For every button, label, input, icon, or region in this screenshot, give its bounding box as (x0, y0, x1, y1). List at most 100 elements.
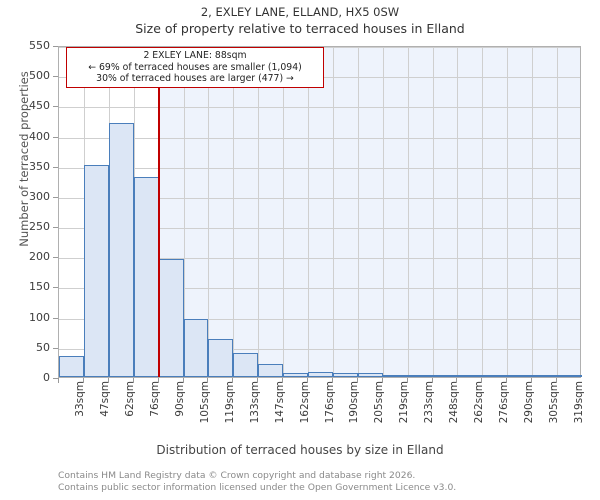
gridline-x-17 (482, 47, 484, 377)
y-tick-mark-550 (53, 46, 58, 47)
gridline-y-50 (59, 348, 580, 350)
chart-subtitle: Size of property relative to terraced ho… (135, 21, 465, 36)
x-tick-mark-276sqm (481, 378, 483, 383)
x-tick-label-76sqm: 76sqm (149, 381, 162, 417)
y-tick-label-150: 150 (29, 280, 50, 294)
bar-62sqm (108, 122, 134, 377)
gridline-x-8 (258, 47, 260, 377)
bar-76sqm (133, 176, 159, 377)
x-tick-label-276sqm: 276sqm (497, 381, 510, 424)
bar-233sqm (407, 375, 433, 377)
y-tick-mark-300 (53, 196, 58, 198)
y-tick-mark-450 (53, 106, 58, 108)
x-tick-label-233sqm: 233sqm (423, 381, 436, 424)
x-tick-mark-262sqm (456, 378, 458, 383)
x-tick-mark-248sqm (431, 378, 433, 383)
footer-line-2: Contains public sector information licen… (58, 481, 457, 493)
bar-219sqm (382, 375, 408, 377)
bar-276sqm (482, 375, 508, 377)
gridline-x-13 (382, 47, 384, 377)
x-tick-label-248sqm: 248sqm (448, 381, 461, 424)
bar-176sqm (308, 371, 333, 377)
gridline-y-350 (59, 167, 580, 169)
page-title: 2, EXLEY LANE, ELLAND, HX5 0SW (200, 5, 400, 19)
chart-title-block: 2, EXLEY LANE, ELLAND, HX5 0SW Size of p… (0, 4, 600, 38)
bar-290sqm (507, 375, 533, 377)
y-tick-label-550: 550 (29, 39, 50, 52)
x-tick-mark-76sqm (132, 378, 134, 383)
y-tick-mark-500 (53, 76, 58, 78)
bar-33sqm (59, 356, 84, 377)
gridline-y-200 (59, 258, 580, 260)
y-tick-label-450: 450 (29, 99, 50, 113)
bar-119sqm (208, 338, 234, 377)
gridline-y-450 (59, 107, 580, 109)
y-tick-mark-350 (53, 166, 58, 168)
footer-attribution: Contains HM Land Registry data © Crown c… (58, 470, 598, 493)
bar-319sqm (557, 375, 582, 377)
gridline-x-15 (432, 47, 434, 377)
y-tick-mark-200 (53, 257, 58, 259)
x-tick-label-33sqm: 33sqm (74, 381, 87, 417)
bar-90sqm (158, 258, 184, 377)
x-axis-title: Distribution of terraced houses by size … (156, 443, 444, 457)
y-tick-mark-50 (53, 347, 58, 349)
x-tick-mark-219sqm (381, 378, 383, 383)
x-tick-mark-233sqm (406, 378, 408, 383)
x-tick-mark-90sqm (157, 378, 159, 383)
y-tick-mark-100 (53, 317, 58, 319)
gridline-x-19 (532, 47, 534, 377)
x-tick-mark-47sqm (82, 378, 84, 383)
x-tick-mark-105sqm (182, 378, 184, 383)
annotation-line-1: 2 EXLEY LANE: 88sqm (143, 50, 247, 61)
x-tick-mark-190sqm (331, 378, 333, 383)
x-tick-label-147sqm: 147sqm (273, 381, 286, 424)
x-tick-label-47sqm: 47sqm (99, 381, 112, 417)
gridline-x-7 (233, 47, 235, 377)
x-tick-label-319sqm: 319sqm (572, 381, 585, 424)
gridline-x-12 (357, 47, 359, 377)
gridline-x-18 (507, 47, 509, 377)
x-tick-mark-176sqm (307, 378, 309, 383)
x-tick-mark-205sqm (356, 378, 358, 383)
x-tick-mark-119sqm (207, 378, 209, 383)
y-axis-title: Number of terraced properties (17, 71, 31, 247)
y-tick-label-0: 0 (43, 371, 50, 384)
annotation-line-2: ← 69% of terraced houses are smaller (1,… (88, 61, 302, 73)
x-tick-label-176sqm: 176sqm (323, 381, 336, 424)
gridline-y-250 (59, 228, 580, 230)
plot-area (58, 46, 582, 378)
y-tick-label-200: 200 (29, 250, 50, 264)
property-size-marker-line (157, 47, 160, 377)
gridline-x-5 (183, 47, 185, 377)
y-tick-mark-150 (53, 287, 58, 289)
gridline-x-14 (407, 47, 409, 377)
y-tick-label-500: 500 (29, 69, 50, 83)
bar-248sqm (432, 375, 458, 377)
bar-305sqm (532, 375, 558, 377)
x-tick-mark-147sqm (257, 378, 259, 383)
x-tick-mark-133sqm (232, 378, 234, 383)
gridline-y-100 (59, 318, 580, 320)
gridline-x-20 (557, 47, 559, 377)
footer-line-1: Contains HM Land Registry data © Crown c… (58, 470, 416, 481)
x-tick-mark-319sqm (556, 378, 558, 383)
x-tick-label-262sqm: 262sqm (472, 381, 485, 424)
bar-105sqm (183, 319, 209, 377)
x-tick-mark-290sqm (506, 378, 508, 383)
x-tick-label-219sqm: 219sqm (398, 381, 411, 424)
gridline-x-9 (283, 47, 285, 377)
bar-162sqm (283, 372, 309, 377)
bar-205sqm (357, 373, 383, 377)
y-tick-label-400: 400 (29, 129, 50, 143)
bar-262sqm (457, 375, 483, 377)
y-tick-label-50: 50 (36, 340, 50, 354)
x-tick-label-133sqm: 133sqm (248, 381, 261, 424)
gridline-y-150 (59, 288, 580, 290)
y-tick-mark-400 (53, 136, 58, 138)
x-tick-label-62sqm: 62sqm (124, 381, 137, 417)
x-tick-label-162sqm: 162sqm (298, 381, 311, 424)
gridline-x-6 (208, 47, 210, 377)
x-tick-mark-33sqm (58, 378, 59, 383)
upper-range-shading (158, 47, 580, 377)
